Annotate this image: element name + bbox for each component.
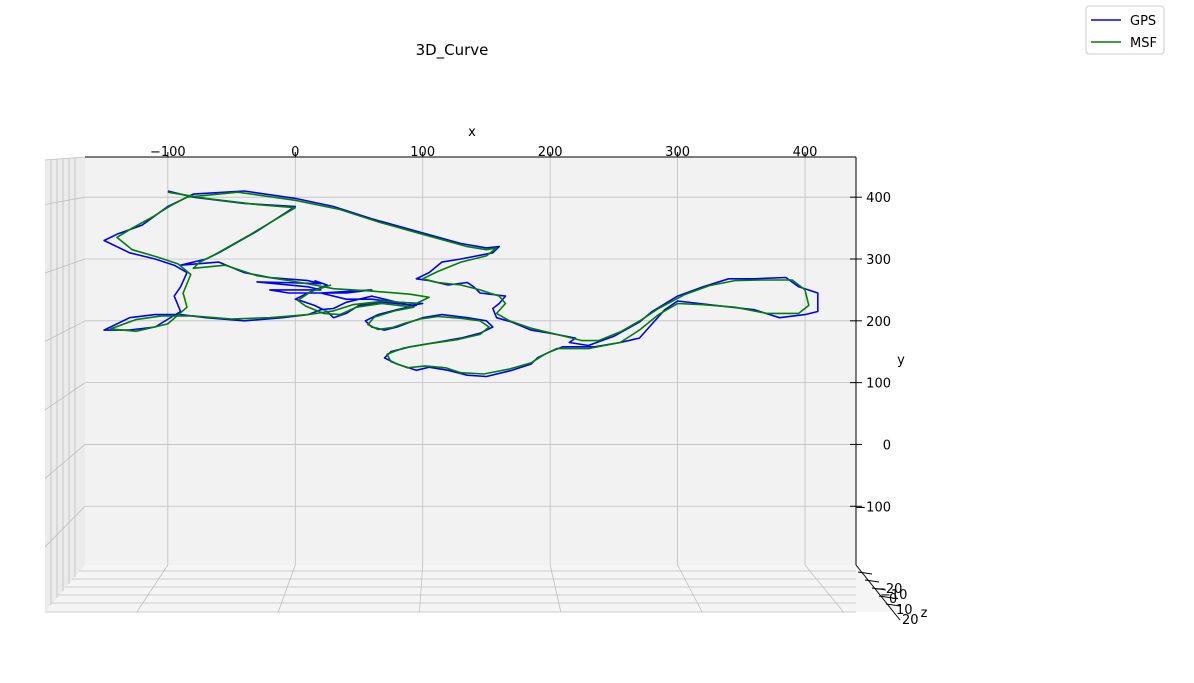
y-side-gridline: [44, 505, 86, 548]
axis-spines: [85, 156, 901, 621]
y-side-gridline: [44, 382, 86, 411]
y-side-gridline: [44, 444, 86, 479]
grid-lines: [44, 157, 856, 613]
x-tick-label: 300: [665, 145, 690, 160]
x-tick-label: 0: [291, 145, 299, 160]
y-tick-label: 0: [883, 438, 891, 453]
chart-title: 3D_Curve: [416, 41, 489, 60]
x-tick-label: 400: [793, 145, 818, 160]
back-pane: [85, 157, 856, 565]
z-axis-spine: [855, 564, 901, 621]
legend-label-msf: MSF: [1130, 36, 1157, 51]
x-axis-label: x: [468, 125, 476, 140]
y-tick-label: 400: [866, 191, 891, 206]
y-tick-label: 300: [866, 253, 891, 268]
axes-panes: [45, 157, 900, 612]
x-ticks: −100 0 100 200 300 400: [150, 145, 817, 160]
y-tick-label: −100: [855, 500, 891, 515]
z-tick-mark: [864, 579, 880, 583]
x-tick-label: 200: [538, 145, 563, 160]
z-tick-label: −20: [875, 582, 902, 597]
z-tick-label: 20: [902, 613, 919, 628]
left-pane-line: [44, 156, 86, 161]
z-tick-mark: [885, 603, 901, 607]
y-axis-label: y: [897, 353, 905, 368]
z-tick-mark: [878, 595, 894, 599]
y-tick-label: 200: [866, 315, 891, 330]
series-line-msf: [109, 191, 810, 375]
x-tick-label: 100: [410, 145, 435, 160]
x-tick-label: −100: [150, 145, 186, 160]
x-floor-gridline: [549, 564, 562, 613]
z-tick-label: −10: [880, 588, 907, 603]
z-tick-label: 10: [896, 603, 913, 618]
z-tick-mark: [857, 571, 873, 575]
legend: GPS MSF: [1085, 5, 1165, 55]
x-floor-gridline: [804, 564, 844, 613]
y-tick-label: 100: [866, 377, 891, 392]
series-layer: [103, 190, 819, 378]
x-floor-gridline: [277, 564, 296, 613]
y-ticks: 400 300 200 100 0 −100: [850, 191, 891, 515]
y-side-gridline: [44, 258, 86, 274]
z-tick-mark: [871, 587, 887, 591]
x-floor-gridline: [677, 564, 703, 613]
x-floor-gridline: [419, 564, 424, 613]
left-pane-lines: [44, 156, 856, 613]
y-side-gridline: [44, 196, 86, 205]
z-tick-label: 0: [889, 592, 897, 607]
z-axis-label: z: [921, 606, 928, 621]
x-floor-gridline: [136, 564, 169, 613]
legend-label-gps: GPS: [1130, 14, 1156, 29]
floor-pane: [45, 565, 900, 612]
y-side-gridline: [44, 320, 86, 342]
